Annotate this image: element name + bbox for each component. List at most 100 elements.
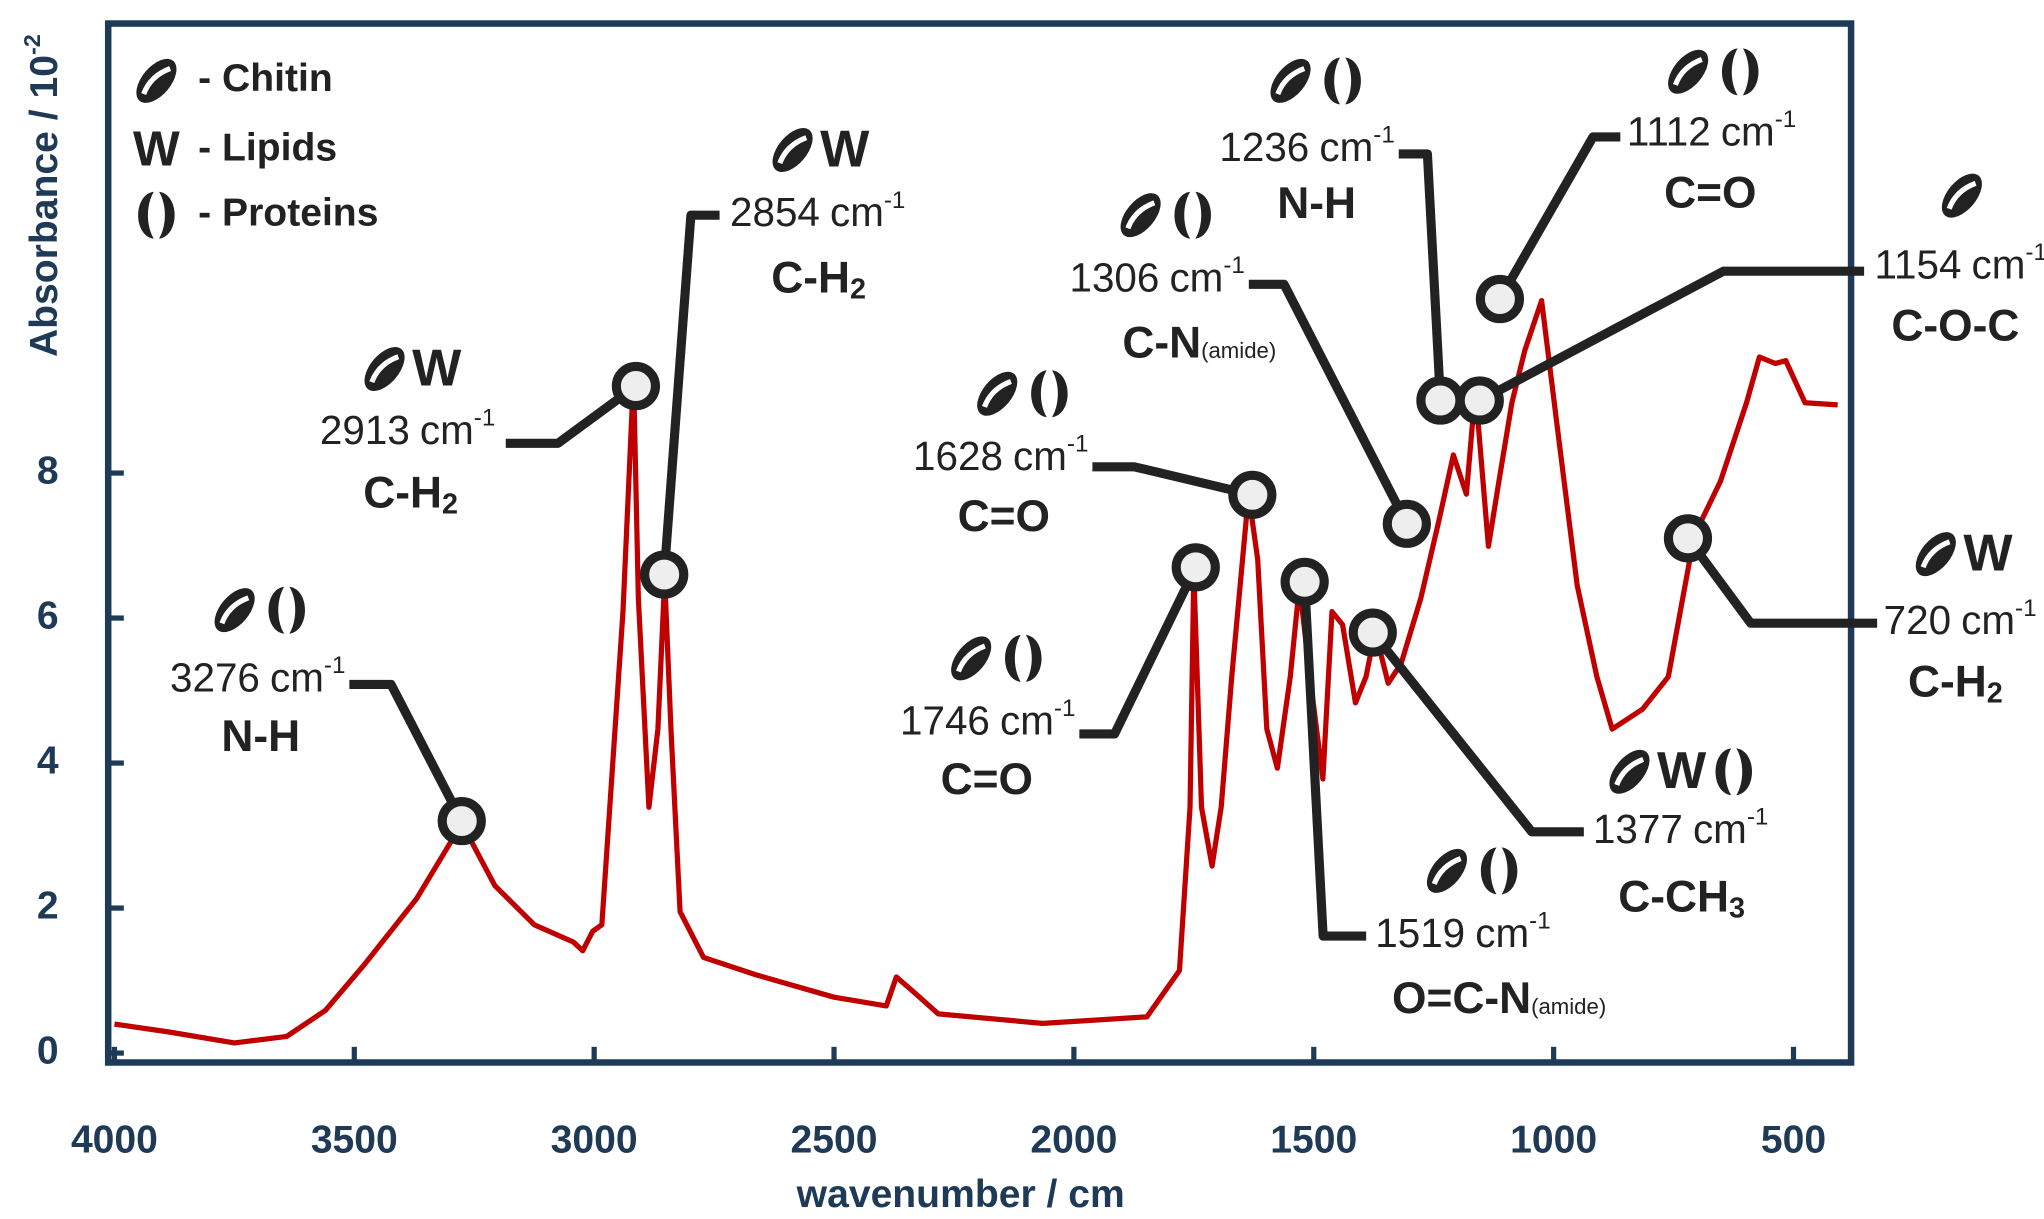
- leader-line: [1079, 565, 1200, 739]
- lipid-symbol: W: [820, 120, 870, 178]
- legend-label: - Lipids: [198, 126, 337, 169]
- x-tick-label: 2000: [1030, 1118, 1117, 1161]
- peak-wavenumber-part: 1154: [1875, 241, 1962, 287]
- leader-line: [659, 210, 720, 575]
- bond-label-part: 2: [1987, 677, 2003, 709]
- peak-wavenumber: 1112 cm-1: [1627, 106, 1796, 154]
- chitin-shape: [772, 127, 813, 172]
- chitin-icon: [1120, 193, 1161, 238]
- chitin-slit: [982, 379, 1012, 408]
- peak-wavenumber-part: -1: [1775, 106, 1797, 133]
- peak-wavenumber-part: cm: [1013, 433, 1067, 479]
- bond-label-part: 3: [1729, 892, 1745, 924]
- chitin-shape: [1120, 193, 1161, 238]
- chitin-shape: [1609, 749, 1650, 794]
- peak-wavenumber-part: 1628: [913, 433, 1003, 479]
- x-tick-label: 2500: [791, 1118, 878, 1161]
- bond-label: C-O-C: [1891, 301, 2019, 350]
- leader-line: [1684, 535, 1878, 628]
- peak-wavenumber-part: -1: [884, 187, 906, 214]
- y-axis-title-part: -2: [19, 34, 45, 55]
- chitin-slit: [777, 135, 808, 165]
- chitin-icon: [1915, 532, 1956, 577]
- chitin-slit: [219, 595, 250, 625]
- y-axis-title: Absorbance / 10-2: [19, 34, 66, 357]
- chitin-slit: [369, 354, 400, 384]
- plot-frame: [104, 20, 1855, 1066]
- chitin-shape: [1941, 173, 1982, 218]
- chitin-icon: [1270, 58, 1311, 103]
- peak-wavenumber-part: -1: [1223, 252, 1245, 279]
- protein-right: [289, 586, 306, 634]
- protein-left: [138, 191, 154, 239]
- peak-marker: [640, 550, 689, 599]
- bond-label-part: O=C-N: [1392, 974, 1531, 1023]
- y-tick-label: 8: [37, 449, 59, 492]
- peak-wavenumber-part: -1: [1747, 804, 1769, 831]
- peak-marker: [1382, 499, 1431, 548]
- peak-marker: [1416, 376, 1465, 425]
- leader-line: [1477, 266, 1865, 405]
- chitin-icon: [1941, 173, 1982, 218]
- peak-marker: [437, 796, 486, 846]
- bond-label: C-H2: [363, 468, 458, 520]
- protein-icon: [1031, 370, 1068, 418]
- bond-label: C=O: [1664, 168, 1756, 217]
- x-tick-label: 500: [1761, 1118, 1826, 1161]
- x-tick-label: 3000: [551, 1118, 638, 1161]
- leader-line: [1300, 581, 1367, 941]
- chitin-icon: [772, 127, 813, 172]
- chitin-slit: [955, 643, 986, 673]
- peak-wavenumber: 1628 cm-1: [913, 431, 1088, 479]
- protein-left: [1174, 191, 1191, 239]
- legend-label: - Proteins: [198, 191, 378, 234]
- bond-label-part: C-H: [363, 468, 442, 517]
- chitin-icon: [1609, 749, 1650, 794]
- leader-line: [1092, 462, 1254, 500]
- x-tick-label: 3500: [311, 1118, 398, 1161]
- chitin-slit: [1946, 180, 1977, 210]
- leader-line: [505, 382, 639, 448]
- protein-icon: [1480, 847, 1518, 895]
- peak-wavenumber-part: cm: [1475, 910, 1529, 956]
- bond-label: C-H2: [771, 253, 866, 305]
- protein-right: [1345, 57, 1361, 105]
- peak-wavenumber-part: -1: [1067, 431, 1089, 458]
- peak-wavenumber-part: -1: [1054, 696, 1076, 723]
- peak-marker: [1280, 557, 1329, 606]
- y-tick-label: 6: [37, 594, 59, 637]
- peak-marker: [1663, 514, 1713, 563]
- peak-wavenumber-part: 3276: [170, 654, 260, 700]
- protein-right: [1195, 191, 1212, 239]
- protein-icon: [1324, 57, 1361, 105]
- leader-line: [1398, 149, 1445, 401]
- leader-line: [1369, 629, 1584, 837]
- protein-left: [1031, 370, 1047, 418]
- bond-label: C-H2: [1908, 657, 2003, 709]
- lipid-symbol: W: [1657, 742, 1707, 800]
- protein-icon: [1005, 634, 1042, 682]
- y-tick-label: 4: [37, 739, 59, 782]
- protein-left: [268, 586, 285, 634]
- bond-label-part: C-O-C: [1891, 301, 2019, 350]
- protein-right: [1742, 48, 1759, 96]
- bond-label-part: C-N: [1122, 318, 1201, 367]
- chitin-icon: [136, 58, 177, 103]
- chitin-shape: [364, 346, 405, 391]
- protein-right: [1736, 748, 1752, 796]
- peak-wavenumber-part: cm: [1721, 108, 1775, 154]
- chitin-shape: [214, 588, 255, 633]
- peak-marker: [1455, 376, 1504, 425]
- protein-right: [1501, 847, 1518, 895]
- protein-right: [1025, 634, 1042, 682]
- y-axis-title-part: Absorbance / 10: [23, 55, 66, 357]
- protein-icon: [1722, 48, 1759, 96]
- peak-wavenumber-part: -1: [1373, 122, 1395, 149]
- protein-left: [1722, 48, 1738, 96]
- peak-marker: [1475, 274, 1525, 324]
- peak-wavenumber-part: cm: [1169, 254, 1223, 300]
- bond-label-part: C-H: [1908, 657, 1987, 706]
- peak-wavenumber-part: cm: [830, 189, 884, 235]
- chitin-slit: [1125, 200, 1156, 230]
